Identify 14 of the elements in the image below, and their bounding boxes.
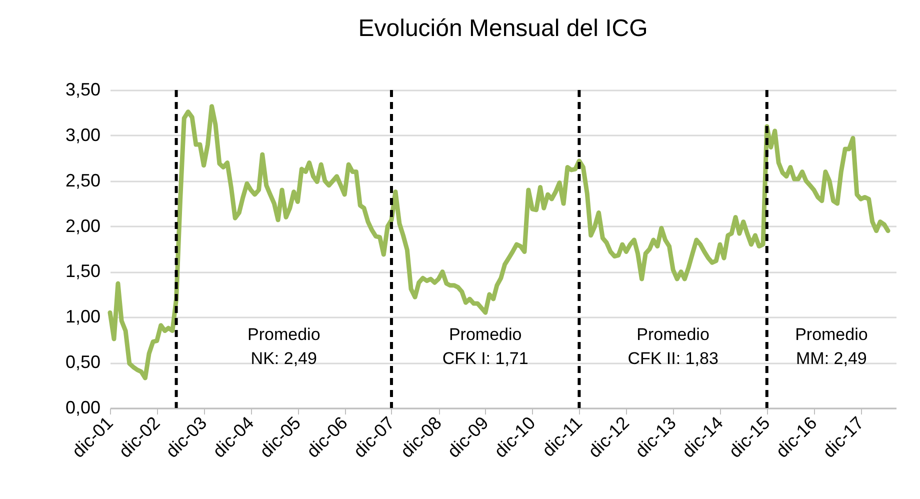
y-tick-label: 0,00 bbox=[65, 398, 100, 418]
y-tick-label: 0,50 bbox=[65, 352, 100, 372]
y-tick-label: 3,00 bbox=[65, 124, 100, 145]
annotation: Promedio CFK I: 1,71 bbox=[442, 325, 528, 368]
annotation: Promedio CFK II: 1,83 bbox=[628, 325, 718, 368]
annotation: Promedio MM: 2,49 bbox=[795, 325, 868, 368]
annotation: Promedio NK: 2,49 bbox=[248, 325, 320, 368]
line-series bbox=[108, 104, 890, 380]
y-tick-label: 1,00 bbox=[65, 306, 100, 327]
chart-title: Evolución Mensual del ICG bbox=[358, 15, 648, 42]
y-tick-label: 2,50 bbox=[65, 170, 100, 190]
y-tick-label: 3,50 bbox=[65, 80, 100, 100]
y-tick-label: 1,50 bbox=[65, 261, 100, 282]
y-tick-label: 2,00 bbox=[65, 216, 100, 236]
